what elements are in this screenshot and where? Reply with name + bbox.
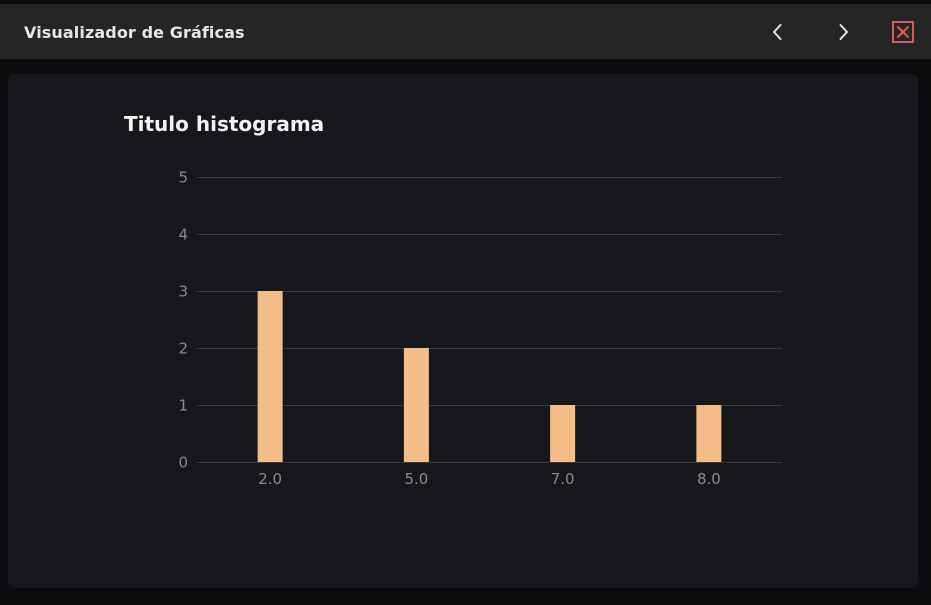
close-icon [892,21,914,43]
next-chart-button[interactable] [831,20,855,44]
x-tick-label: 7.0 [551,470,575,488]
y-tick-label: 1 [178,397,188,415]
y-tick-label: 5 [178,169,188,187]
x-tick-label: 8.0 [697,470,721,488]
x-tick-label: 2.0 [258,470,282,488]
window-title: Visualizador de Gráficas [24,23,245,42]
histogram-bar [257,291,283,462]
chart-panel [8,74,918,588]
chart-title: Titulo histograma [124,112,325,136]
chevron-left-icon [773,24,782,40]
title-bar: Visualizador de Gráficas [0,4,931,59]
histogram-bar [403,348,429,462]
close-button[interactable] [891,20,915,44]
chevron-right-icon [839,24,848,40]
x-tick-label: 5.0 [404,470,428,488]
histogram-bar [550,405,576,462]
y-tick-label: 2 [178,340,188,358]
previous-chart-button[interactable] [766,20,790,44]
y-tick-label: 0 [178,454,188,472]
y-tick-label: 4 [178,226,188,244]
histogram-bar [696,405,722,462]
y-tick-label: 3 [178,283,188,301]
